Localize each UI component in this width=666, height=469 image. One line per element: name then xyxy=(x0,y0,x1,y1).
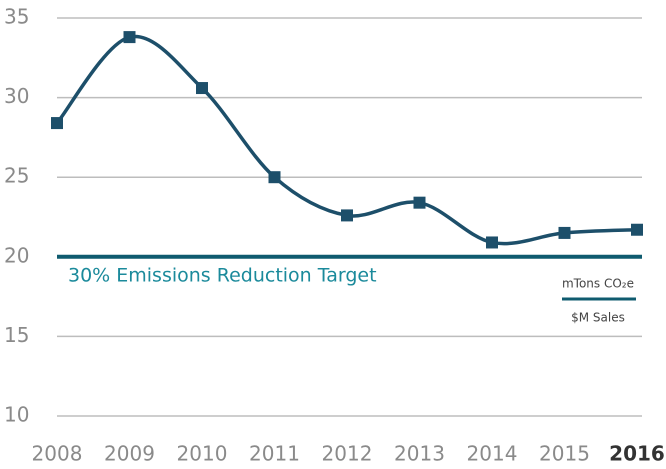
x-tick-label: 2012 xyxy=(322,442,373,466)
series-line xyxy=(55,34,638,246)
data-point xyxy=(123,31,136,44)
target-label: 30% Emissions Reduction Target xyxy=(68,265,377,287)
x-tick-label: 2008 xyxy=(32,442,83,466)
data-point xyxy=(51,117,63,130)
x-tick-label: 2011 xyxy=(249,442,300,466)
y-tick-label: 15 xyxy=(4,323,29,347)
x-tick-label: 2009 xyxy=(104,442,155,466)
data-point xyxy=(196,82,208,95)
y-tick-label: 30 xyxy=(4,84,29,108)
y-tick-label: 25 xyxy=(4,164,29,188)
x-tick-label: 2015 xyxy=(539,442,590,466)
y-tick-label: 35 xyxy=(4,5,29,29)
data-point xyxy=(631,223,643,236)
data-point xyxy=(341,209,353,222)
data-point xyxy=(558,226,571,239)
data-point xyxy=(486,236,498,249)
data-point xyxy=(268,171,281,184)
y-tick-label: 10 xyxy=(4,403,29,427)
x-tick-label: 2010 xyxy=(177,442,228,466)
unit-numerator: mTons CO₂e xyxy=(562,277,634,291)
x-tick-label: 2014 xyxy=(467,442,518,466)
x-tick-label: 2016 xyxy=(609,442,665,466)
data-point xyxy=(413,196,426,209)
unit-denominator: $M Sales xyxy=(571,311,625,325)
x-tick-label: 2013 xyxy=(394,442,445,466)
y-tick-label: 20 xyxy=(4,243,29,267)
